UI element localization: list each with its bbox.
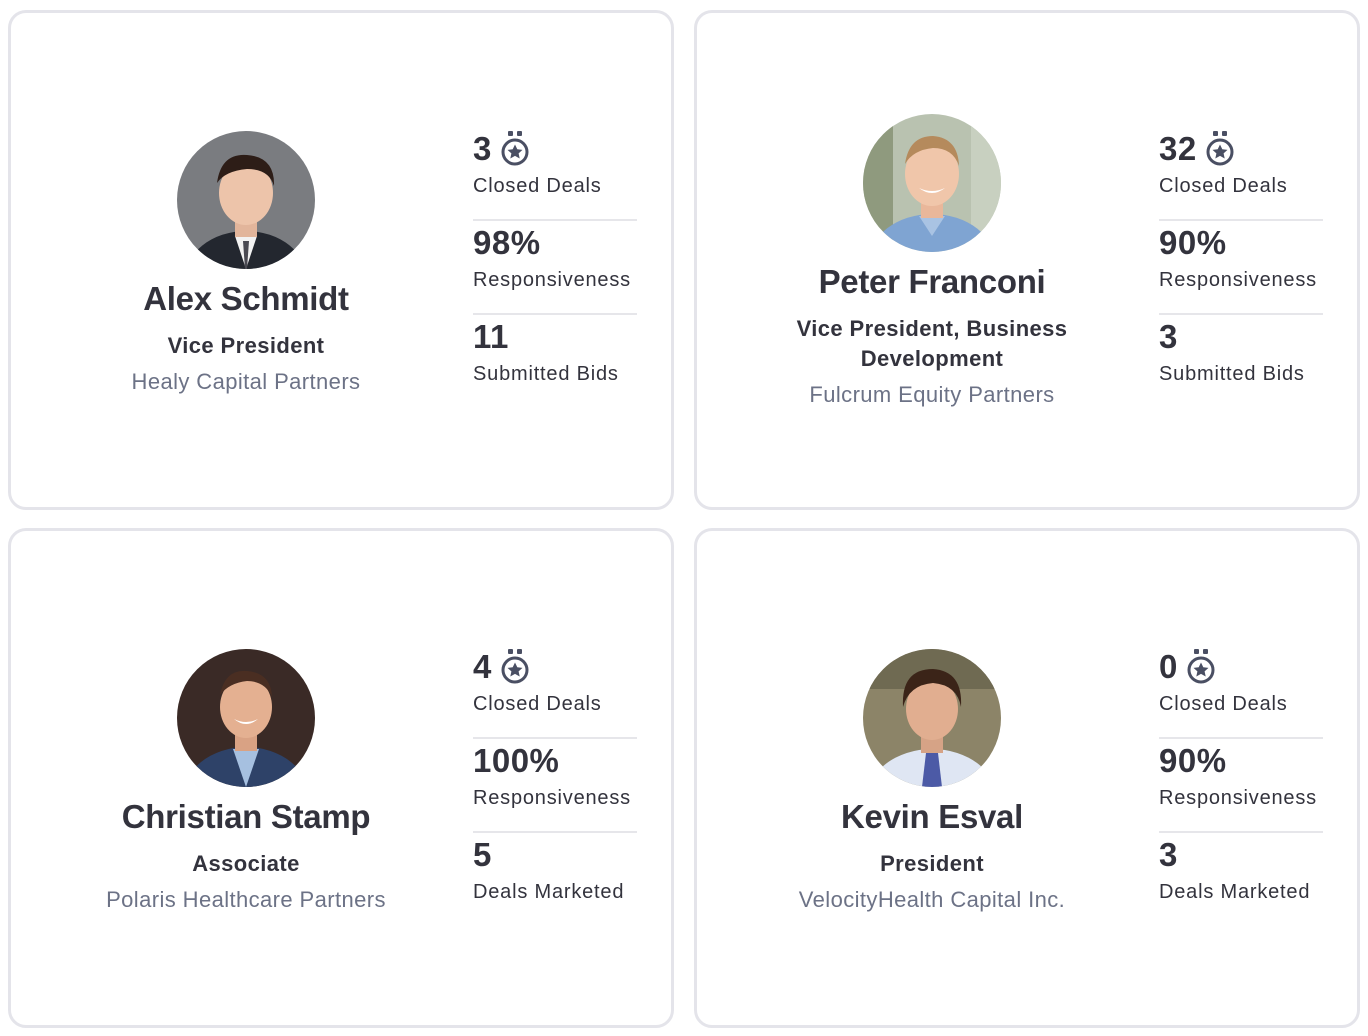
stat-closed-deals: 0 Closed Deals [1159,645,1323,739]
stat-responsiveness: 90% Responsiveness [1159,221,1323,315]
stat-value: 3 [1159,318,1178,355]
stat-responsiveness: 100% Responsiveness [473,739,637,833]
stat-value: 90% [1159,224,1227,261]
person-company: Polaris Healthcare Partners [106,887,386,913]
person-title: Associate [192,851,300,877]
stat-label: Submitted Bids [473,363,619,385]
stat-label: Closed Deals [1159,175,1288,197]
stat-bids: 11 Submitted Bids [473,315,637,409]
stat-value: 3 [1159,836,1178,873]
stat-deals-marketed: 3 Deals Marketed [1159,833,1323,927]
avatar [863,113,1001,252]
avatar [177,648,315,787]
stat-bids: 3 Submitted Bids [1159,315,1323,409]
person-name: Alex Schmidt [143,279,349,317]
stats-panel: 3 Closed Deals 98% Responsiveness [473,127,637,409]
stat-responsiveness: 98% Responsiveness [473,221,637,315]
stat-value: 32 [1159,130,1197,167]
stat-label: Closed Deals [473,175,602,197]
stat-deals-marketed: 5 Deals Marketed [473,833,637,927]
stat-value: 5 [473,836,492,873]
stat-label: Closed Deals [473,693,602,715]
stat-closed-deals: 3 Closed Deals [473,127,637,221]
avatar [177,130,315,269]
medal-icon [1206,131,1234,166]
stat-label: Responsiveness [1159,787,1317,809]
stat-value: 90% [1159,742,1227,779]
avatar [863,648,1001,787]
stat-label: Deals Marketed [1159,881,1311,903]
stat-label: Responsiveness [473,269,631,291]
person-name: Peter Franconi [818,262,1046,300]
stat-value: 4 [473,648,492,685]
medal-icon [1187,649,1215,684]
stat-label: Closed Deals [1159,693,1288,715]
stat-closed-deals: 4 Closed Deals [473,645,637,739]
person-name: Kevin Esval [841,797,1023,835]
stat-label: Submitted Bids [1159,363,1305,385]
stat-value: 11 [473,318,509,355]
medal-icon [501,131,529,166]
profile-card[interactable]: Alex Schmidt Vice President Healy Capita… [8,10,674,510]
profile-info: Alex Schmidt Vice President Healy Capita… [71,13,421,507]
profile-card[interactable]: Christian Stamp Associate Polaris Health… [8,528,674,1028]
stats-panel: 32 Closed Deals 90% Responsiveness [1159,127,1323,409]
stat-label: Deals Marketed [473,881,625,903]
person-title: Vice President, Business Development [796,316,1068,372]
profile-info: Christian Stamp Associate Polaris Health… [71,531,421,1025]
person-name: Christian Stamp [121,797,371,835]
stat-value: 100% [473,742,560,779]
person-title: Vice President [167,333,325,359]
medal-icon [501,649,529,684]
stats-panel: 4 Closed Deals 100% Responsiveness [473,645,637,927]
stat-label: Responsiveness [1159,269,1317,291]
person-company: VelocityHealth Capital Inc. [798,887,1066,913]
stat-responsiveness: 90% Responsiveness [1159,739,1323,833]
person-company: Fulcrum Equity Partners [809,382,1055,408]
profile-info: Peter Franconi Vice President, Business … [757,13,1107,507]
stats-panel: 0 Closed Deals 90% Responsiveness [1159,645,1323,927]
stat-value: 0 [1159,648,1178,685]
stat-label: Responsiveness [473,787,631,809]
person-title: President [880,851,984,877]
stat-value: 98% [473,224,541,261]
stat-value: 3 [473,130,492,167]
person-company: Healy Capital Partners [131,369,361,395]
stat-closed-deals: 32 Closed Deals [1159,127,1323,221]
profile-card[interactable]: Kevin Esval President VelocityHealth Cap… [694,528,1360,1028]
profile-info: Kevin Esval President VelocityHealth Cap… [757,531,1107,1025]
profile-card[interactable]: Peter Franconi Vice President, Business … [694,10,1360,510]
